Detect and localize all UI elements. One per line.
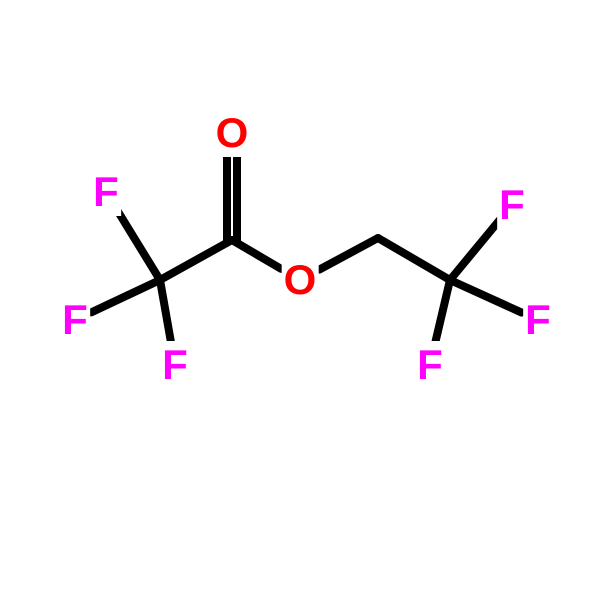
atom-f-label: F xyxy=(415,341,445,389)
atom-f-label: F xyxy=(160,341,190,389)
atom-f-label: F xyxy=(60,296,90,344)
atom-f-label: F xyxy=(497,181,527,229)
atom-f-label: F xyxy=(523,296,553,344)
atom-o-label: O xyxy=(214,109,251,157)
molecule-canvas: O O F F F F F F xyxy=(0,0,600,600)
atom-o-label: O xyxy=(282,256,319,304)
atom-f-label: F xyxy=(91,168,121,216)
